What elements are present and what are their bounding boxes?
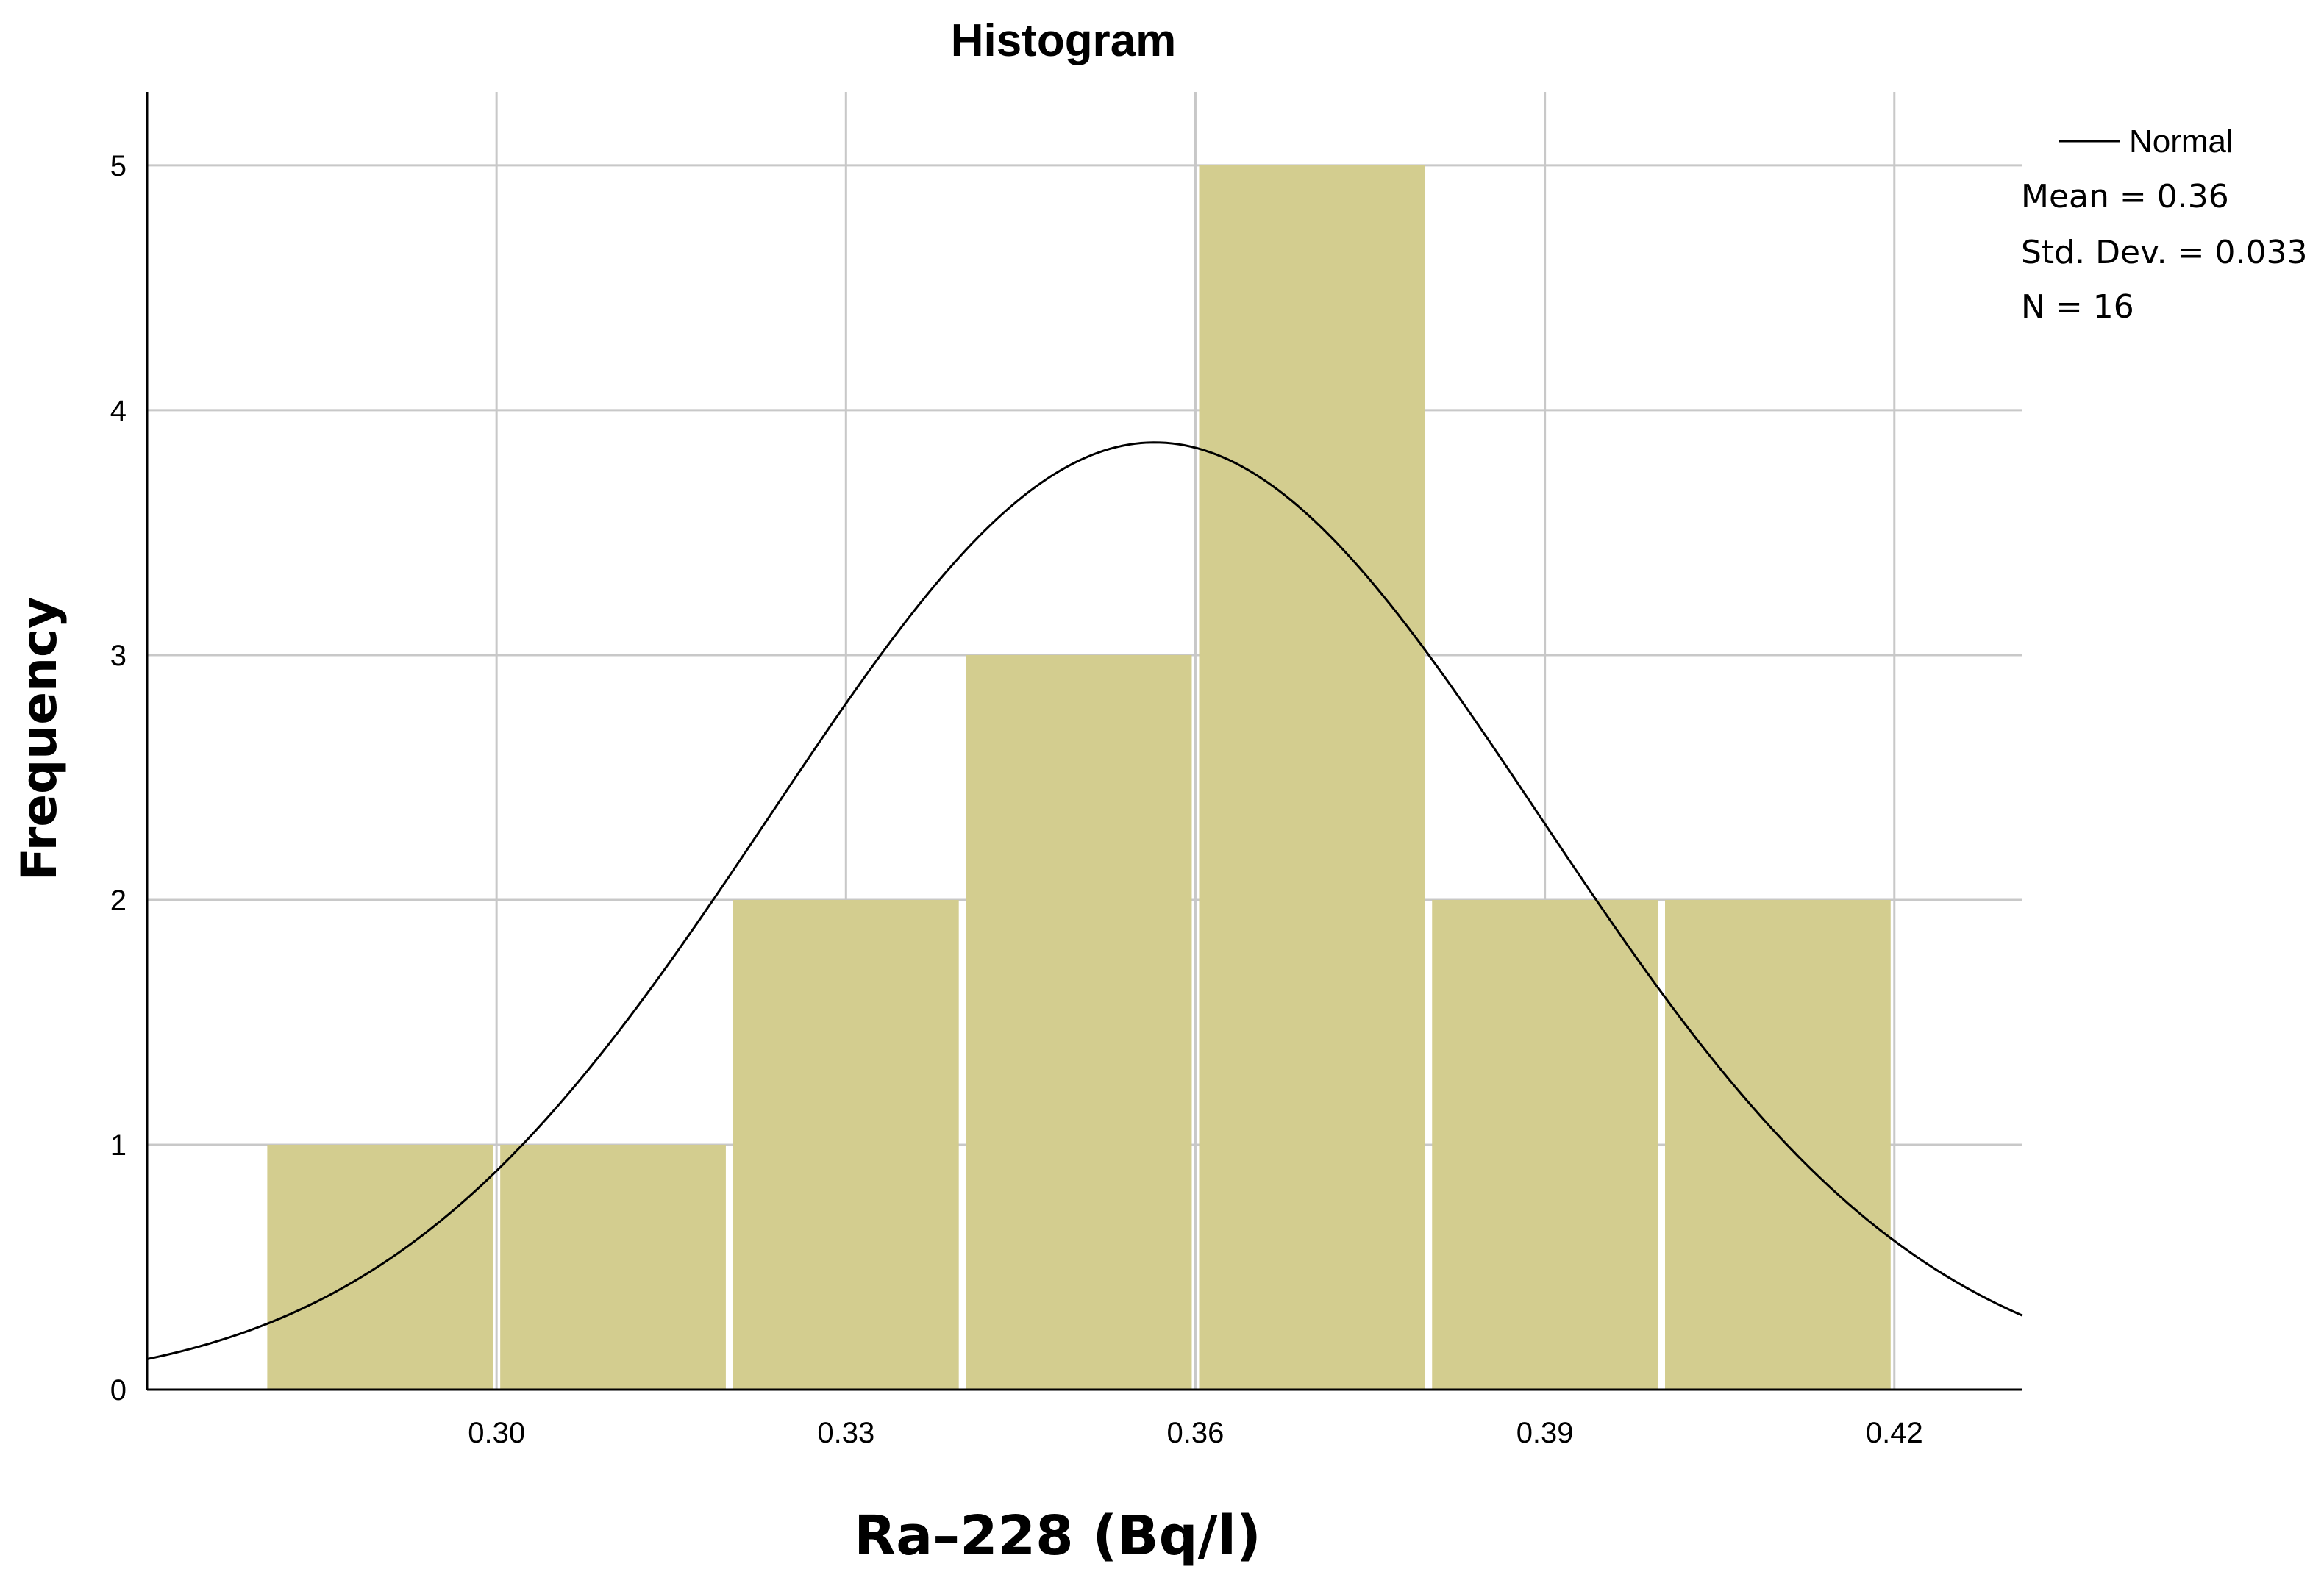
normal-curve xyxy=(146,441,2023,1360)
x-tick-label: 0.42 xyxy=(1866,1417,1923,1449)
histogram-bar xyxy=(1199,165,1425,1390)
y-tick-label: 3 xyxy=(110,640,126,672)
histogram-bar xyxy=(1432,899,1658,1390)
histogram-bar xyxy=(966,654,1192,1390)
bars xyxy=(267,165,1891,1390)
x-tick-label: 0.36 xyxy=(1167,1417,1225,1449)
x-tick-label: 0.30 xyxy=(468,1417,525,1449)
y-axis-label: Frequency xyxy=(11,597,68,881)
axes xyxy=(146,92,2022,1391)
y-tick-label: 5 xyxy=(110,150,126,182)
histogram-bar xyxy=(267,1144,493,1390)
legend: Normal Mean = 0.36 Std. Dev. = 0.033 N =… xyxy=(2021,124,2307,326)
histogram-bar xyxy=(500,1144,726,1390)
histogram-bar xyxy=(1665,899,1891,1390)
chart-title: Histogram xyxy=(951,15,1177,66)
y-tick-label: 4 xyxy=(110,395,126,427)
histogram-bar xyxy=(733,899,959,1390)
y-tick-labels: 0 1 2 3 4 5 xyxy=(110,150,126,1407)
x-tick-label: 0.33 xyxy=(817,1417,874,1449)
x-tick-label: 0.39 xyxy=(1516,1417,1574,1449)
normal-curve-layer xyxy=(146,441,2023,1360)
x-tick-labels: 0.30 0.33 0.36 0.39 0.42 xyxy=(468,1417,1922,1449)
legend-n: N = 16 xyxy=(2021,288,2134,326)
y-tick-label: 2 xyxy=(110,885,126,917)
x-axis-label: Ra–228 (Bq/l) xyxy=(854,1504,1261,1568)
y-tick-label: 1 xyxy=(110,1129,126,1162)
legend-mean: Mean = 0.36 xyxy=(2021,178,2229,215)
y-tick-label: 0 xyxy=(110,1374,126,1407)
legend-std-dev: Std. Dev. = 0.033 xyxy=(2021,234,2307,271)
legend-normal-label: Normal xyxy=(2129,124,2234,160)
